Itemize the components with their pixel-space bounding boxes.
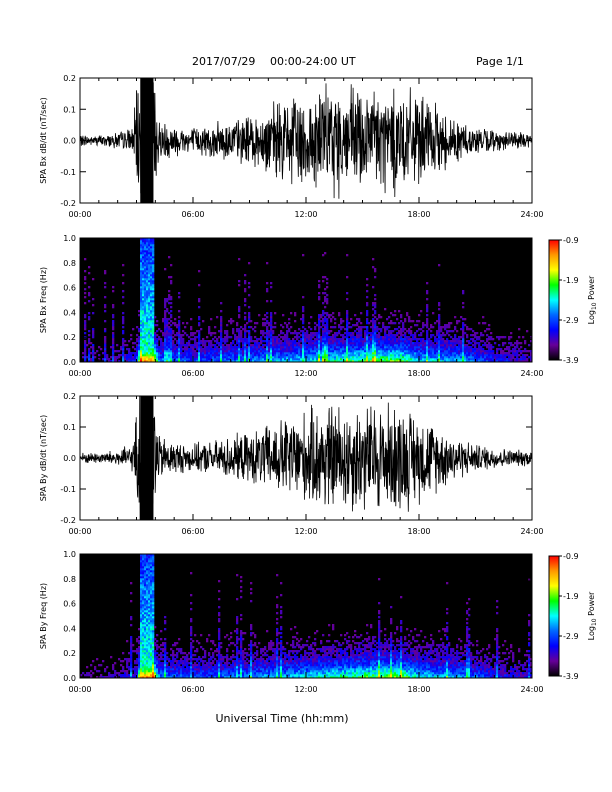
panel-1-x-tick-label: 18:00 bbox=[407, 210, 430, 219]
panel-3-y-tick-label: -0.1 bbox=[60, 485, 76, 494]
panel-4-x-tick-label: 18:00 bbox=[407, 685, 430, 694]
panel-3-y-tick-label: -0.2 bbox=[60, 516, 76, 525]
panel-1-y-tick-label: 0.2 bbox=[63, 74, 76, 83]
panel-2-x-tick-label: 12:00 bbox=[294, 369, 317, 378]
panel-4-y-tick-label: 0.4 bbox=[63, 624, 76, 633]
panel-1-x-tick-label: 24:00 bbox=[520, 210, 543, 219]
panel-2-x-tick-label: 24:00 bbox=[520, 369, 543, 378]
panel-2-colorbar bbox=[548, 239, 560, 361]
panel-3-x-tick-label: 06:00 bbox=[181, 527, 204, 536]
panel-4-colorbar-tick-label: -3.9 bbox=[563, 672, 579, 681]
panel-2-y-tick-label: 0.4 bbox=[63, 308, 76, 317]
panel-4-colorbar-tick-label: -1.9 bbox=[563, 592, 579, 601]
panel-4-y-tick-label: 0.8 bbox=[63, 575, 76, 584]
panel-4-x-tick-label: 06:00 bbox=[181, 685, 204, 694]
panel-2-colorbar-tick-label: -3.9 bbox=[563, 356, 579, 365]
panel-4-colorbar-tick-label: -0.9 bbox=[563, 552, 579, 561]
panel-2-y-tick-label: 0.6 bbox=[63, 284, 76, 293]
header-date: 2017/07/29 bbox=[192, 55, 255, 68]
panel-2-y-tick-label: 0.0 bbox=[63, 358, 76, 367]
panel-1-y-tick-label: -0.2 bbox=[60, 199, 76, 208]
panel-4-y-tick-label: 0.2 bbox=[63, 649, 76, 658]
panel-2-colorbar-tick-label: -1.9 bbox=[563, 276, 579, 285]
panel-2-colorbar-title: Log10 Power bbox=[587, 275, 598, 324]
panel-3-axes: 00:00 06:00 12:00 18:00 24:00 0.2 0.1 0.0 -0.1 -0… bbox=[39, 392, 544, 536]
panel-2-axes: 00:00 06:00 12:00 18:00 24:00 1.0 0.8 0.6 0.4 0.2… bbox=[39, 234, 544, 378]
panel-4-colorbar-tick-label: -2.9 bbox=[563, 632, 579, 641]
panel-2-x-tick-label: 06:00 bbox=[181, 369, 204, 378]
panel-2-y-tick-label: 1.0 bbox=[63, 234, 76, 243]
x-axis-title: Universal Time (hh:mm) bbox=[216, 712, 349, 725]
panel-2-y-axis-title: SPA Bx Freq (Hz) bbox=[39, 267, 48, 333]
header-range: 00:00-24:00 UT bbox=[270, 55, 356, 68]
panel-2-colorbar-tick-label: -2.9 bbox=[563, 316, 579, 325]
panel-3-y-axis-title: SPA By dB/dt (nT/sec) bbox=[39, 415, 48, 502]
panel-3-burst-band bbox=[140, 396, 154, 520]
panel-3-y-tick-label: 0.2 bbox=[63, 392, 76, 401]
panel-1-axes: 00:00 06:00 12:00 18:00 24:00 0.2 0.1 0.0 -0.1 -0… bbox=[39, 74, 544, 219]
panel-4-colorbar bbox=[548, 555, 560, 677]
panel-3-x-tick-label: 00:00 bbox=[68, 527, 91, 536]
panel-4-y-axis-title: SPA By Freq (Hz) bbox=[39, 583, 48, 649]
panel-4-y-tick-label: 0.6 bbox=[63, 600, 76, 609]
panel-3-x-tick-label: 12:00 bbox=[294, 527, 317, 536]
panel-2-colorbar-tick-label: -0.9 bbox=[563, 236, 579, 245]
panel-4-y-tick-label: 1.0 bbox=[63, 550, 76, 559]
panel-2-y-tick-label: 0.8 bbox=[63, 259, 76, 268]
panel-4-spectrogram-image bbox=[80, 554, 533, 679]
panel-1-y-tick-label: 0.1 bbox=[63, 105, 76, 114]
panel-2-x-tick-label: 18:00 bbox=[407, 369, 430, 378]
panel-1-burst-band bbox=[140, 78, 154, 203]
panel-2-spectrogram-image bbox=[80, 238, 533, 363]
panel-1-x-tick-label: 00:00 bbox=[68, 210, 91, 219]
panel-4-axes: 00:00 06:00 12:00 18:00 24:00 1.0 0.8 0.6 0.4 0.2… bbox=[39, 550, 544, 694]
panel-3-y-tick-label: 0.0 bbox=[63, 454, 76, 463]
panel-1-y-axis-title: SPA Bx dB/dt (nT/sec) bbox=[39, 97, 48, 184]
panel-3-waveform-line bbox=[80, 396, 532, 520]
panel-2-y-tick-label: 0.2 bbox=[63, 333, 76, 342]
panel-4-x-tick-label: 24:00 bbox=[520, 685, 543, 694]
panel-1-x-tick-label: 06:00 bbox=[181, 210, 204, 219]
panel-1-y-tick-label: 0.0 bbox=[63, 137, 76, 146]
panel-4-y-tick-label: 0.0 bbox=[63, 674, 76, 683]
panel-3-y-tick-label: 0.1 bbox=[63, 423, 76, 432]
panel-1-x-tick-label: 12:00 bbox=[294, 210, 317, 219]
panel-2-x-tick-label: 00:00 bbox=[68, 369, 91, 378]
header-page: Page 1/1 bbox=[476, 55, 524, 68]
panel-4-x-tick-label: 12:00 bbox=[294, 685, 317, 694]
panel-1-waveform-line bbox=[80, 78, 532, 203]
panel-1-y-tick-label: -0.1 bbox=[60, 168, 76, 177]
panel-3-x-tick-label: 24:00 bbox=[520, 527, 543, 536]
panel-4-x-tick-label: 00:00 bbox=[68, 685, 91, 694]
panel-4-colorbar-title: Log10 Power bbox=[587, 591, 598, 640]
panel-3-x-tick-label: 18:00 bbox=[407, 527, 430, 536]
